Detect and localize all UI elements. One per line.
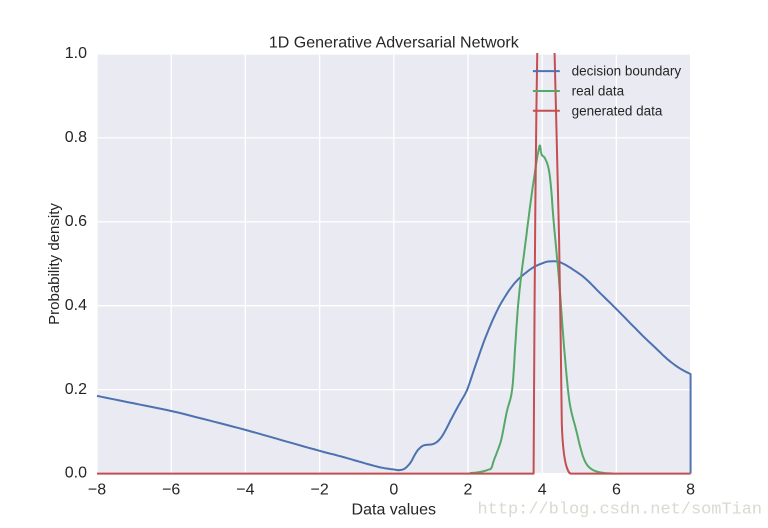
svg-text:1.0: 1.0: [65, 45, 87, 62]
svg-text:8: 8: [686, 482, 695, 499]
svg-text:0.8: 0.8: [65, 129, 87, 146]
svg-text:4: 4: [538, 482, 547, 499]
svg-text:6: 6: [612, 482, 621, 499]
svg-text:−8: −8: [88, 482, 106, 499]
svg-text:0: 0: [389, 482, 398, 499]
svg-text:Data values: Data values: [352, 502, 437, 519]
svg-text:Probability density: Probability density: [46, 203, 63, 325]
svg-text:0.0: 0.0: [65, 465, 87, 482]
svg-text:−6: −6: [162, 482, 180, 499]
svg-text:1D Generative Adversarial Netw: 1D Generative Adversarial Network: [269, 34, 520, 51]
svg-text:0.2: 0.2: [65, 381, 87, 398]
svg-text:generated data: generated data: [572, 103, 663, 118]
svg-text:decision boundary: decision boundary: [572, 64, 682, 79]
svg-text:−2: −2: [310, 482, 328, 499]
svg-text:−4: −4: [236, 482, 254, 499]
svg-text:2: 2: [464, 482, 473, 499]
svg-text:http://blog.csdn.net/somTian: http://blog.csdn.net/somTian: [478, 500, 763, 519]
svg-text:0.4: 0.4: [65, 297, 87, 314]
svg-text:real data: real data: [572, 84, 625, 99]
svg-text:0.6: 0.6: [65, 213, 87, 230]
